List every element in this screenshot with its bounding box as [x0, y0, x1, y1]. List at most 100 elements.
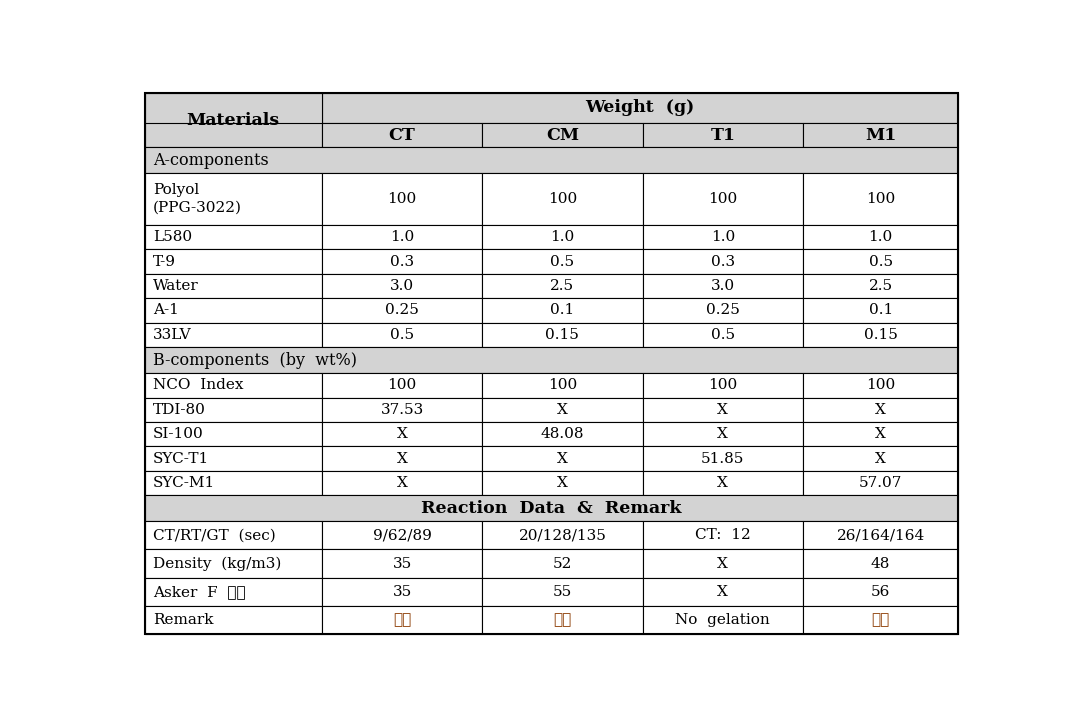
- Bar: [803, 397, 959, 422]
- Bar: [322, 521, 482, 549]
- Bar: [482, 298, 642, 323]
- Bar: [144, 225, 322, 249]
- Text: X: X: [718, 557, 728, 570]
- Bar: [482, 446, 642, 471]
- Bar: [642, 446, 803, 471]
- Bar: [144, 577, 322, 606]
- Bar: [482, 123, 642, 148]
- Text: 0.25: 0.25: [385, 303, 419, 318]
- Text: X: X: [718, 427, 728, 441]
- Text: 55: 55: [553, 585, 572, 599]
- Text: No  gelation: No gelation: [676, 613, 770, 627]
- Bar: [642, 274, 803, 298]
- Bar: [642, 549, 803, 577]
- Text: Reaction  Data  &  Remark: Reaction Data & Remark: [421, 500, 682, 517]
- Text: X: X: [557, 451, 568, 466]
- Text: 0.5: 0.5: [711, 328, 735, 342]
- Text: T1: T1: [710, 127, 735, 143]
- Text: 51.85: 51.85: [702, 451, 745, 466]
- Bar: [144, 471, 322, 495]
- Bar: [642, 606, 803, 634]
- Text: X: X: [875, 402, 887, 417]
- Text: 100: 100: [708, 192, 737, 206]
- Text: Materials: Materials: [186, 112, 280, 129]
- Text: X: X: [397, 476, 408, 490]
- Bar: [322, 123, 482, 148]
- Bar: [482, 606, 642, 634]
- Text: 0.15: 0.15: [864, 328, 897, 342]
- Bar: [482, 373, 642, 397]
- Text: 100: 100: [708, 378, 737, 392]
- Text: 9/62/89: 9/62/89: [372, 528, 431, 542]
- Text: 52: 52: [553, 557, 572, 570]
- Bar: [482, 577, 642, 606]
- Text: 1.0: 1.0: [868, 230, 893, 244]
- Text: X: X: [718, 585, 728, 599]
- Bar: [144, 373, 322, 397]
- Text: Remark: Remark: [153, 613, 213, 627]
- Text: 35: 35: [393, 585, 412, 599]
- Bar: [642, 174, 803, 225]
- Bar: [482, 521, 642, 549]
- Text: 0.1: 0.1: [550, 303, 575, 318]
- Bar: [322, 249, 482, 274]
- Text: Weight  (g): Weight (g): [585, 99, 695, 117]
- Bar: [803, 521, 959, 549]
- Bar: [803, 577, 959, 606]
- Text: NCO  Index: NCO Index: [153, 378, 243, 392]
- Text: 0.3: 0.3: [711, 255, 735, 269]
- Text: 56: 56: [870, 585, 890, 599]
- Bar: [642, 298, 803, 323]
- Text: CT/RT/GT  (sec): CT/RT/GT (sec): [153, 528, 275, 542]
- Bar: [642, 225, 803, 249]
- Text: X: X: [718, 476, 728, 490]
- Text: SI-100: SI-100: [153, 427, 203, 441]
- Text: 20/128/135: 20/128/135: [519, 528, 607, 542]
- Text: 3.0: 3.0: [711, 279, 735, 293]
- Bar: [803, 274, 959, 298]
- Text: M1: M1: [865, 127, 896, 143]
- Text: 100: 100: [548, 378, 577, 392]
- Bar: [322, 606, 482, 634]
- Text: SYC-M1: SYC-M1: [153, 476, 215, 490]
- Bar: [322, 446, 482, 471]
- Bar: [642, 397, 803, 422]
- Text: 양호: 양호: [553, 613, 571, 627]
- Text: Water: Water: [153, 279, 199, 293]
- Text: 35: 35: [393, 557, 412, 570]
- Bar: [642, 123, 803, 148]
- Bar: [144, 298, 322, 323]
- Text: X: X: [557, 476, 568, 490]
- Text: 48.08: 48.08: [540, 427, 584, 441]
- Text: 1.0: 1.0: [710, 230, 735, 244]
- Text: T-9: T-9: [153, 255, 175, 269]
- Bar: [642, 373, 803, 397]
- Bar: [482, 249, 642, 274]
- Bar: [803, 225, 959, 249]
- Text: CM: CM: [546, 127, 579, 143]
- Bar: [144, 347, 959, 373]
- Text: 0.25: 0.25: [706, 303, 739, 318]
- Bar: [144, 148, 959, 174]
- Bar: [482, 397, 642, 422]
- Text: 0.5: 0.5: [868, 255, 893, 269]
- Text: 26/164/164: 26/164/164: [836, 528, 924, 542]
- Text: X: X: [718, 402, 728, 417]
- Bar: [803, 422, 959, 446]
- Text: 100: 100: [548, 192, 577, 206]
- Text: 2.5: 2.5: [868, 279, 893, 293]
- Text: B-components  (by  wt%): B-components (by wt%): [153, 351, 357, 369]
- Text: X: X: [557, 402, 568, 417]
- Text: CT: CT: [388, 127, 415, 143]
- Bar: [322, 549, 482, 577]
- Text: 0.5: 0.5: [390, 328, 414, 342]
- Bar: [803, 471, 959, 495]
- Bar: [144, 397, 322, 422]
- Text: X: X: [397, 427, 408, 441]
- Text: CT:  12: CT: 12: [695, 528, 751, 542]
- Text: Polyol
(PPG-3022): Polyol (PPG-3022): [153, 183, 242, 215]
- Text: X: X: [875, 451, 887, 466]
- Text: Density  (kg/m3): Density (kg/m3): [153, 557, 281, 571]
- Bar: [482, 422, 642, 446]
- Bar: [144, 446, 322, 471]
